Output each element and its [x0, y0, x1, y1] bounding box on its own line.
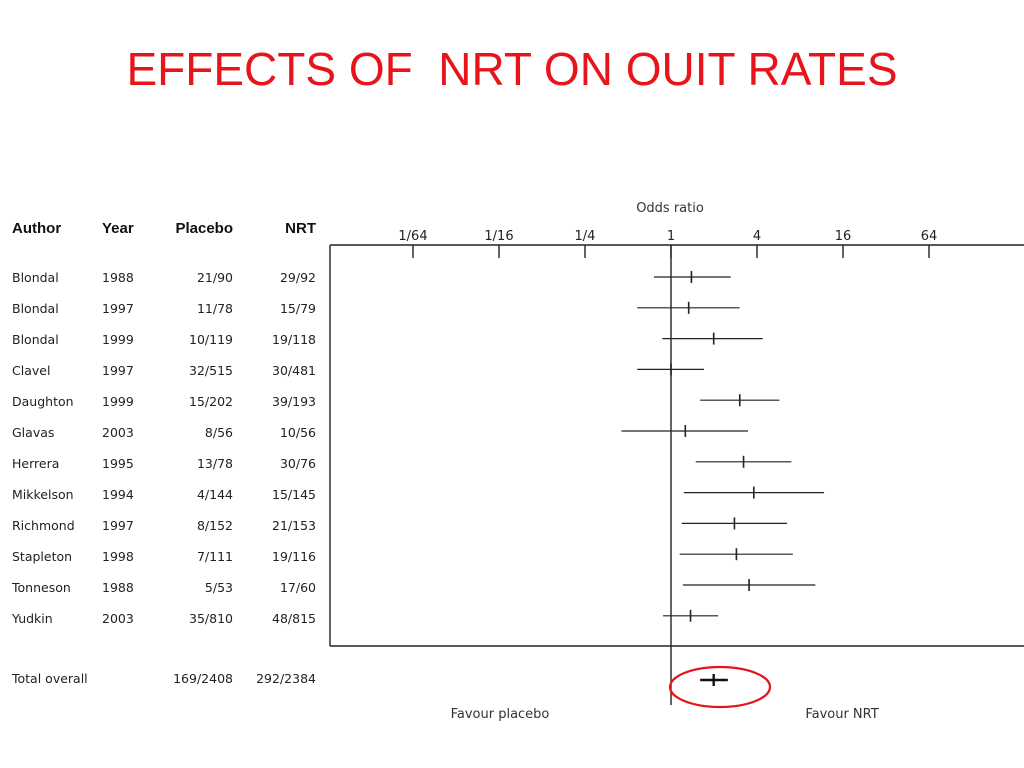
study-marks — [621, 245, 825, 709]
study-year: 1988 — [102, 580, 134, 595]
study-year: 2003 — [102, 425, 134, 440]
study-placebo: 8/56 — [204, 425, 233, 440]
study-year: 1995 — [102, 456, 134, 471]
study-nrt: 21/153 — [272, 518, 316, 533]
study-nrt: 30/76 — [279, 456, 316, 471]
header-nrt: NRT — [285, 220, 316, 237]
study-author: Yudkin — [12, 611, 53, 626]
study-placebo: 8/152 — [196, 518, 233, 533]
x-axis-ticks: 1/64 1/16 1/4 1 4 16 64 — [398, 229, 937, 258]
highlight-circle — [668, 665, 772, 709]
study-year: 1999 — [102, 394, 134, 409]
study-nrt: 39/193 — [272, 394, 316, 409]
x-tick-label: 16 — [835, 229, 852, 244]
study-author: Mikkelson — [12, 487, 74, 502]
total-placebo: 169/2408 — [173, 671, 233, 686]
x-tick-label: 1/16 — [484, 229, 513, 244]
study-nrt: 17/60 — [279, 580, 316, 595]
study-nrt: 10/56 — [279, 425, 316, 440]
study-nrt: 19/118 — [272, 332, 316, 347]
study-placebo: 21/90 — [196, 270, 233, 285]
study-author: Herrera — [12, 456, 60, 471]
header-placebo: Placebo — [175, 220, 233, 237]
study-nrt: 15/79 — [279, 301, 316, 316]
study-nrt: 19/116 — [272, 549, 316, 564]
study-placebo: 15/202 — [189, 394, 233, 409]
x-tick-label: 1 — [667, 229, 675, 244]
study-year: 2003 — [102, 611, 134, 626]
study-author: Blondal — [12, 270, 59, 285]
study-nrt: 29/92 — [279, 270, 316, 285]
favour-nrt-label: Favour NRT — [805, 707, 878, 722]
study-year: 1999 — [102, 332, 134, 347]
study-author: Tonneson — [12, 580, 71, 595]
study-year: 1997 — [102, 301, 134, 316]
study-year: 1988 — [102, 270, 134, 285]
study-placebo: 5/53 — [204, 580, 233, 595]
header-year: Year — [102, 220, 134, 237]
study-author: Blondal — [12, 332, 59, 347]
page-title: EFFECTS OF NRT ON OUIT RATES — [126, 43, 898, 95]
study-placebo: 11/78 — [196, 301, 233, 316]
study-author: Blondal — [12, 301, 59, 316]
x-tick-label: 64 — [921, 229, 938, 244]
study-year: 1997 — [102, 363, 134, 378]
favour-placebo-label: Favour placebo — [451, 707, 550, 722]
study-author: Clavel — [12, 363, 51, 378]
study-placebo: 13/78 — [196, 456, 233, 471]
x-axis-label: Odds ratio — [636, 201, 704, 216]
study-nrt: 30/481 — [272, 363, 316, 378]
study-author: Stapleton — [12, 549, 73, 564]
study-placebo: 7/111 — [196, 549, 233, 564]
study-nrt: 15/145 — [272, 487, 316, 502]
study-author: Richmond — [12, 518, 75, 533]
study-placebo: 32/515 — [189, 363, 233, 378]
study-year: 1994 — [102, 487, 134, 502]
x-tick-label: 1/4 — [575, 229, 596, 244]
x-tick-label: 4 — [753, 229, 761, 244]
x-tick-label: 1/64 — [398, 229, 427, 244]
total-author: Total overall — [12, 671, 88, 686]
study-author: Glavas — [12, 425, 55, 440]
total-nrt: 292/2384 — [256, 671, 316, 686]
study-placebo: 10/119 — [189, 332, 233, 347]
study-nrt: 48/815 — [272, 611, 316, 626]
header-author: Author — [12, 220, 62, 237]
study-placebo: 4/144 — [196, 487, 233, 502]
study-year: 1998 — [102, 549, 134, 564]
study-year: 1997 — [102, 518, 134, 533]
study-author: Daughton — [12, 394, 74, 409]
study-placebo: 35/810 — [189, 611, 233, 626]
